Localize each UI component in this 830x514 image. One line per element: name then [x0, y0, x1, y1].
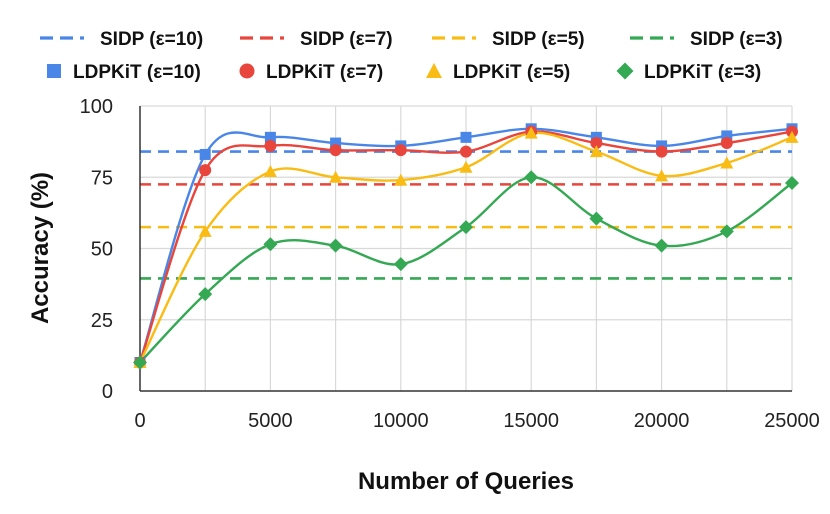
data-point — [394, 173, 408, 186]
tick-labels: 0 5000 10000 15000 20000 25000 0 25 50 75 100 — [80, 96, 820, 432]
y-axis-label: Accuracy (%) — [27, 172, 54, 324]
data-point — [721, 130, 733, 142]
data-point — [655, 169, 669, 182]
axes — [139, 106, 792, 392]
data-point — [263, 165, 277, 178]
series-line — [138, 131, 793, 364]
data-point — [524, 170, 539, 185]
data-point — [199, 164, 212, 177]
data-point — [589, 211, 604, 226]
x-tick-label: 5000 — [248, 410, 293, 432]
legend: SIDP (ε=10) SIDP (ε=7) SIDP (ε=5) SIDP (ε=3… — [40, 29, 783, 83]
data-point — [263, 237, 278, 252]
data-point — [199, 148, 211, 160]
data-point — [329, 144, 342, 157]
data-point — [460, 131, 472, 143]
series-line — [138, 130, 793, 363]
data-point — [426, 63, 442, 78]
legend-label: SIDP (ε=10) — [100, 29, 203, 50]
legend-label: SIDP (ε=7) — [300, 29, 393, 50]
data-point — [590, 137, 603, 150]
data-point — [589, 145, 603, 158]
data-point — [459, 160, 473, 173]
legend-label: LDPKiT (ε=5) — [453, 62, 570, 83]
y-tick-label: 75 — [91, 167, 113, 189]
x-tick-label: 10000 — [373, 410, 429, 432]
data-point — [654, 238, 669, 253]
legend-label: LDPKiT (ε=10) — [73, 62, 201, 83]
data-point — [394, 144, 407, 157]
data-point — [785, 175, 799, 190]
data-point — [239, 63, 255, 79]
data-point — [655, 145, 668, 158]
x-tick-label: 25000 — [764, 410, 820, 432]
x-tick-label: 15000 — [503, 410, 559, 432]
data-point — [329, 170, 343, 183]
data-point — [264, 131, 276, 143]
legend-label: SIDP (ε=3) — [690, 29, 783, 50]
data-point — [328, 238, 343, 253]
data-point — [330, 137, 342, 149]
data-point — [198, 224, 212, 237]
data-point — [720, 137, 733, 150]
y-tick-label: 50 — [91, 239, 113, 261]
legend-label: LDPKiT (ε=3) — [644, 62, 761, 83]
x-tick-label: 0 — [134, 410, 145, 432]
x-axis-label: Number of Queries — [358, 468, 574, 495]
data-point — [785, 130, 799, 143]
x-tick-label: 20000 — [634, 410, 690, 432]
y-tick-label: 25 — [91, 310, 113, 332]
data-point — [198, 287, 213, 302]
series-markers — [133, 123, 799, 370]
data-point — [47, 64, 61, 78]
legend-label: LDPKiT (ε=7) — [266, 62, 383, 83]
y-tick-label: 0 — [102, 381, 113, 403]
series-line — [138, 127, 793, 363]
data-point — [459, 220, 473, 235]
data-point — [460, 145, 472, 158]
data-point — [264, 139, 277, 152]
data-point — [720, 156, 734, 169]
data-point — [616, 62, 634, 80]
legend-label: SIDP (ε=5) — [492, 29, 585, 50]
data-point — [719, 224, 734, 239]
data-point — [524, 126, 538, 139]
data-point — [133, 355, 147, 370]
data-point — [393, 257, 408, 272]
y-tick-label: 100 — [80, 96, 113, 118]
